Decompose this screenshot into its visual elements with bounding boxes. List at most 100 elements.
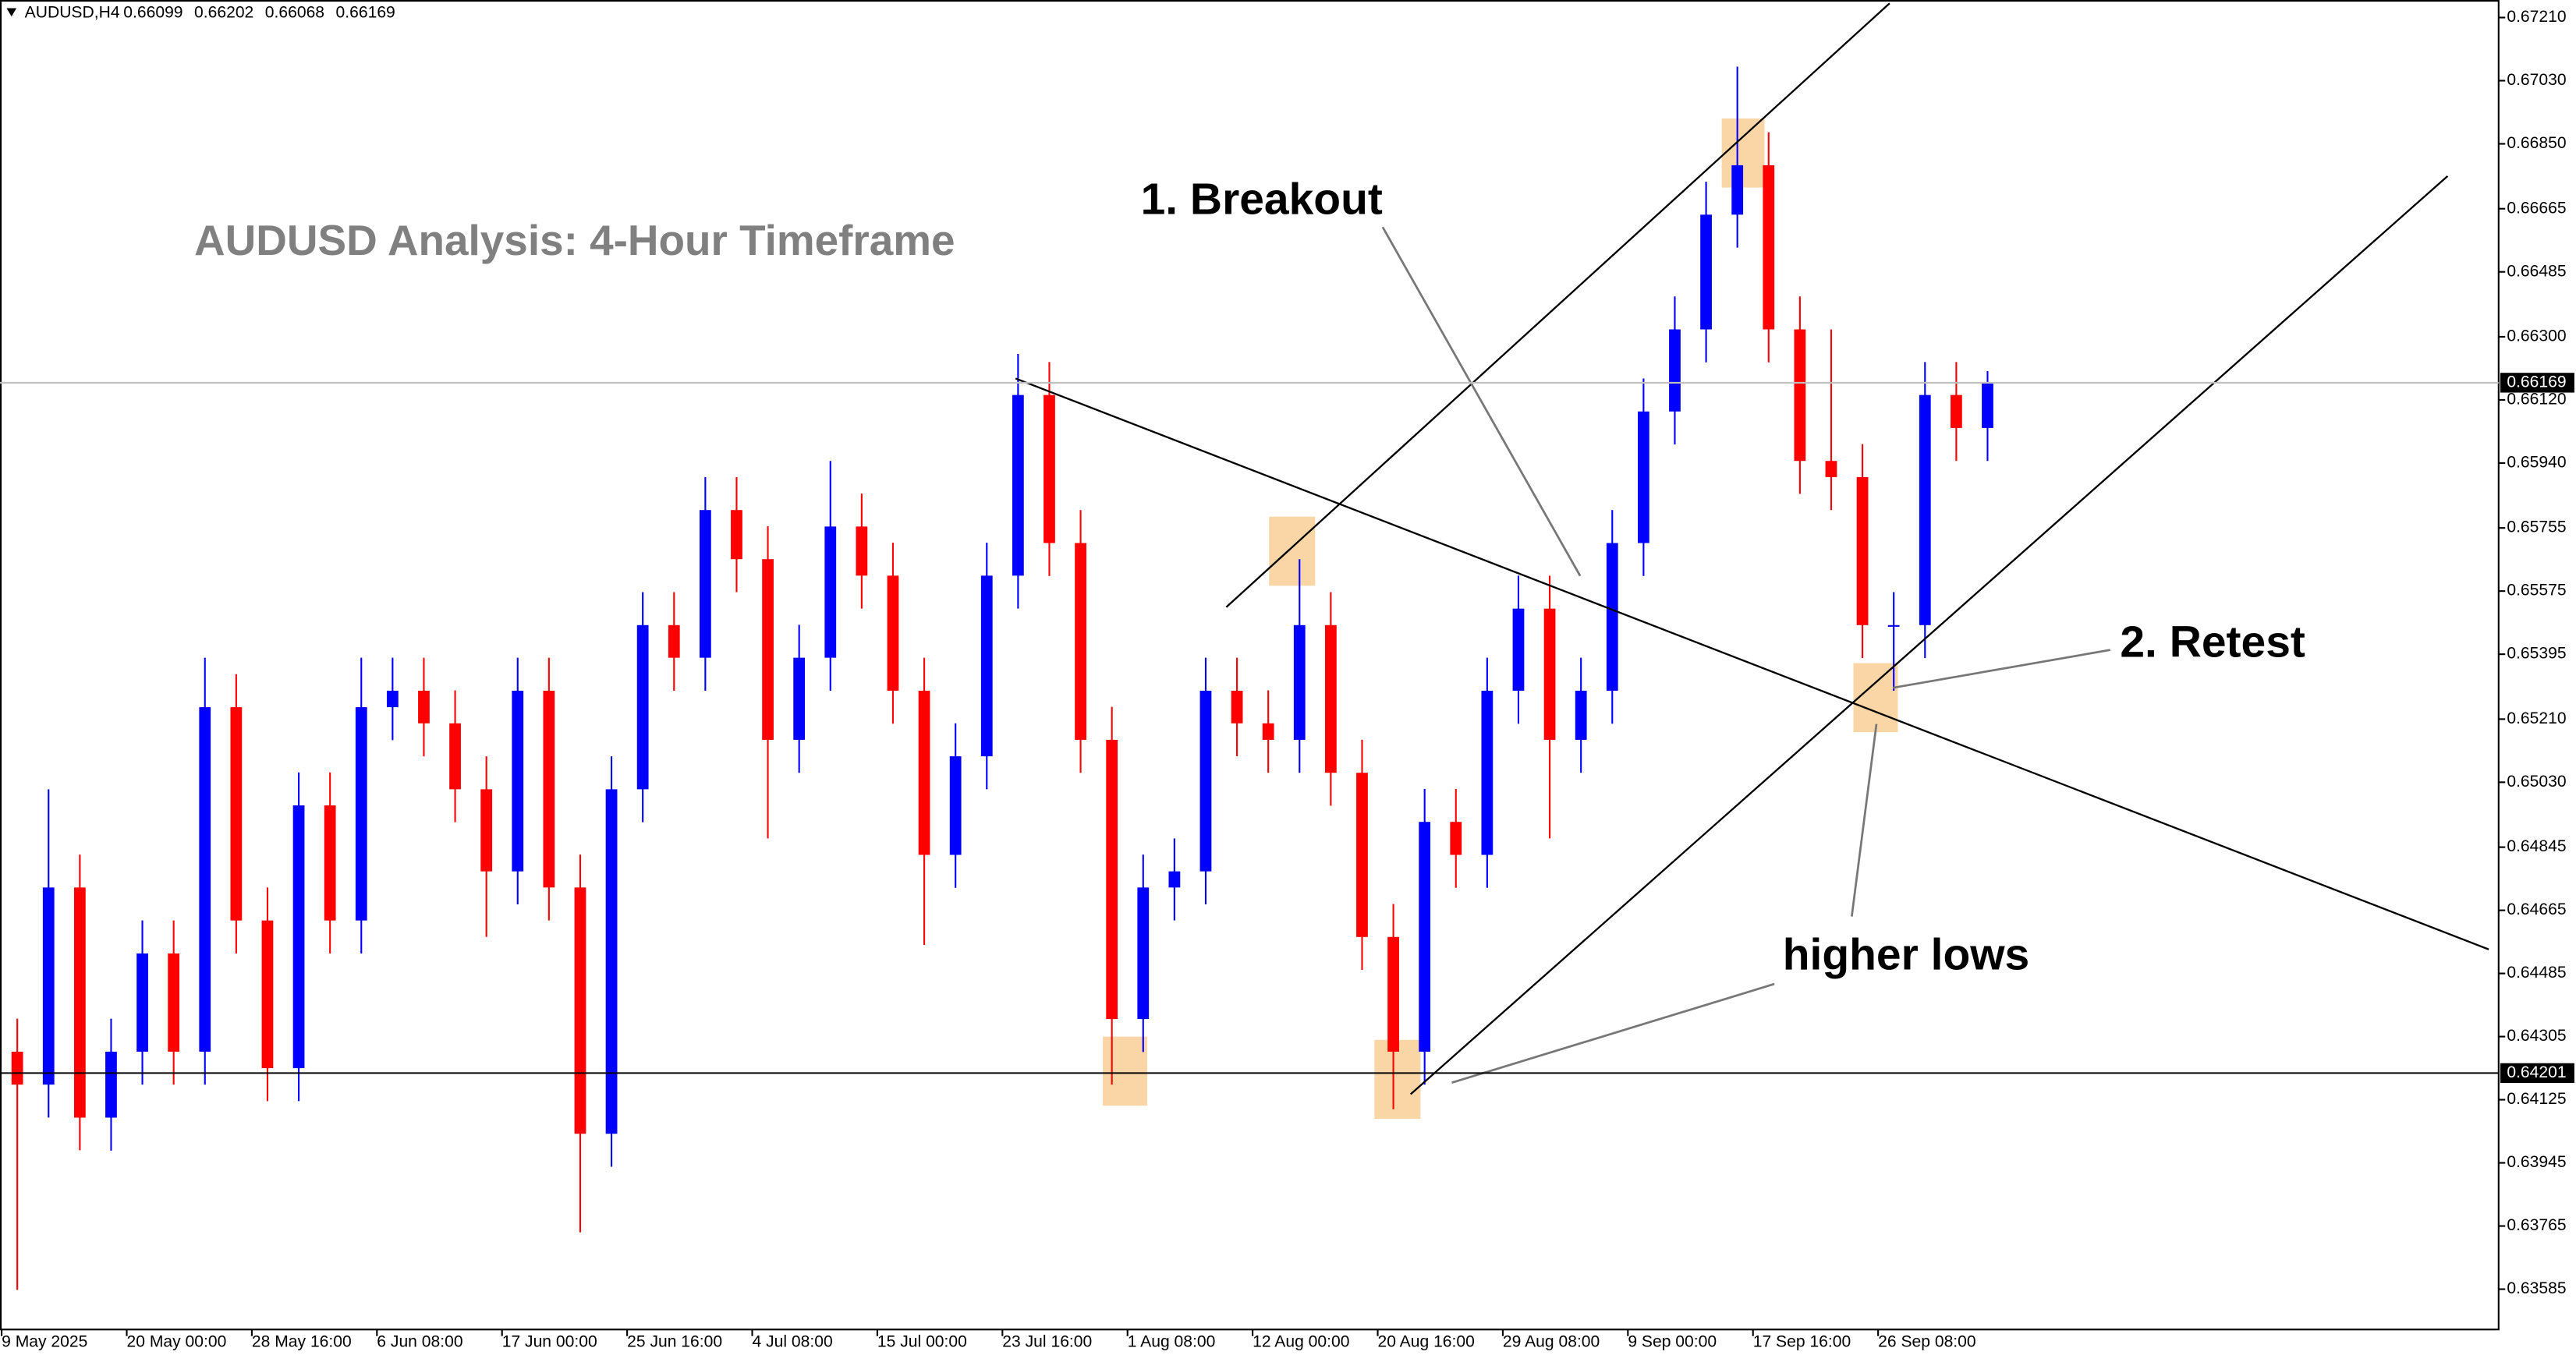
x-tick-label: 9 Sep 00:00 [1628, 1333, 1717, 1351]
candle-body [1763, 165, 1775, 330]
candle-body [1450, 822, 1462, 855]
candle-body [418, 690, 430, 723]
price-label: 0.64201 [2507, 1063, 2566, 1081]
y-tick-label: 0.63765 [2507, 1216, 2566, 1234]
header-value: 0.66202 [194, 3, 253, 21]
candle-body [856, 526, 868, 576]
y-tick-label: 0.64485 [2507, 964, 2566, 982]
candle-body [1700, 214, 1712, 330]
candle-body [292, 805, 305, 1069]
x-tick-label: 1 Aug 08:00 [1128, 1333, 1216, 1351]
candle-body [1512, 608, 1525, 691]
candle-body [355, 707, 367, 921]
x-tick-label: 20 Aug 16:00 [1378, 1333, 1475, 1351]
candle-body [1387, 936, 1399, 1052]
candle-body [1419, 822, 1431, 1052]
y-tick-label: 0.65575 [2507, 582, 2566, 600]
candle-body [574, 887, 586, 1134]
pointer [1381, 226, 1582, 577]
header-value: 0.66068 [265, 3, 324, 21]
candle-body [793, 657, 806, 740]
downtrend-line [1015, 377, 2489, 950]
y-tick-label: 0.65030 [2507, 773, 2566, 791]
candles [11, 66, 1993, 1290]
highlight-box [1103, 1036, 1148, 1106]
pointer [1451, 982, 1775, 1084]
candle-body [1168, 871, 1181, 888]
candle-body [980, 575, 993, 757]
candle-body [699, 510, 711, 658]
x-tick-label: 4 Jul 08:00 [753, 1333, 833, 1351]
candle-body [1669, 329, 1681, 412]
candle-body [1231, 690, 1243, 723]
candle-body [1324, 624, 1337, 773]
y-tick-label: 0.63945 [2507, 1153, 2566, 1171]
candle-body [1293, 624, 1306, 740]
x-tick-label: 17 Sep 16:00 [1753, 1333, 1851, 1351]
y-tick-label: 0.66665 [2507, 199, 2566, 217]
chart-title: AUDUSD Analysis: 4-Hour Timeframe [194, 216, 955, 264]
header-value: 0.66169 [336, 3, 395, 21]
candle-body [1137, 887, 1150, 1020]
x-tick-label: 15 Jul 00:00 [877, 1333, 967, 1351]
x-tick-label: 9 May 2025 [2, 1333, 87, 1351]
price-label-bg [2500, 1063, 2574, 1084]
y-tick-label: 0.64305 [2507, 1027, 2566, 1045]
x-tick-label: 26 Sep 08:00 [1878, 1333, 1976, 1351]
y-tick-label: 0.64125 [2507, 1090, 2566, 1108]
y-tick-label: 0.66120 [2507, 391, 2566, 409]
candle-body [762, 559, 774, 740]
x-tick-label: 23 Jul 16:00 [1002, 1333, 1092, 1351]
candle-body [1262, 723, 1274, 740]
candle-body [11, 1051, 23, 1085]
candle-body [1950, 394, 1962, 428]
candle-body [386, 690, 399, 708]
pointer [1892, 649, 2110, 689]
plot-frame [0, 0, 2500, 1331]
y-tick-label: 0.65395 [2507, 645, 2566, 663]
annotation: 2. Retest [2120, 617, 2305, 667]
x-tick-label: 29 Aug 08:00 [1503, 1333, 1600, 1351]
candle-body [949, 756, 962, 855]
candle-body [512, 690, 524, 872]
price-label: 0.66169 [2507, 373, 2566, 391]
candle-body [42, 887, 55, 1085]
x-tick-label: 28 May 16:00 [252, 1333, 352, 1351]
header-value: 0.66099 [123, 3, 182, 21]
candle-body [1106, 739, 1118, 1020]
candle-body [449, 723, 461, 790]
candle-body [1044, 394, 1055, 543]
candle-body [136, 953, 148, 1052]
y-tick-label: 0.65755 [2507, 518, 2566, 536]
candle-body [1356, 773, 1368, 937]
y-tick-label: 0.64845 [2507, 837, 2566, 855]
y-tick-label: 0.66850 [2507, 134, 2566, 152]
candle-body [824, 526, 837, 658]
candle-body [668, 624, 680, 658]
candle-body [1982, 382, 1993, 428]
y-tick-label: 0.66485 [2507, 262, 2566, 280]
price-label-bg [2500, 373, 2574, 393]
menu-triangle [6, 8, 17, 17]
candle-body [261, 920, 274, 1069]
y-tick-label: 0.64665 [2507, 900, 2566, 918]
highlight-box [1374, 1039, 1421, 1120]
x-tick-label: 6 Jun 08:00 [377, 1333, 462, 1351]
x-tick-label: 17 Jun 00:00 [502, 1333, 597, 1351]
y-tick-label: 0.63585 [2507, 1279, 2566, 1297]
candle-body [1856, 476, 1869, 625]
candle-body [168, 953, 180, 1052]
candle-body [1606, 543, 1618, 691]
candle-body [324, 805, 336, 921]
channel-lower [1409, 175, 2449, 1095]
y-tick-label: 0.65940 [2507, 454, 2566, 472]
y-tick-label: 0.67210 [2507, 8, 2566, 26]
trend-lines [1015, 2, 2489, 1095]
candle-body [731, 510, 742, 560]
highlight-boxes [1103, 118, 1898, 1120]
candle-body [605, 789, 618, 1134]
y-tick-label: 0.66300 [2507, 327, 2566, 345]
x-tick-label: 25 Jun 16:00 [627, 1333, 722, 1351]
candle-body [199, 707, 211, 1052]
